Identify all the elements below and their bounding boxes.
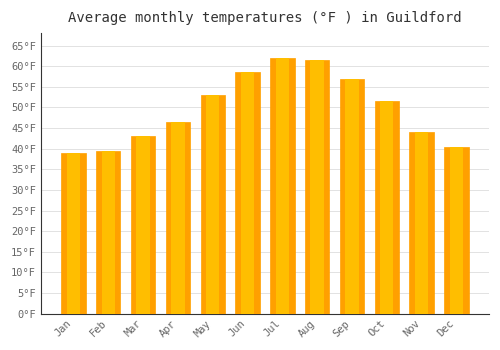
Bar (410, 132, 434, 314)
Bar (206, 95, 220, 314)
Bar (310, 60, 324, 314)
Bar (96, 151, 120, 314)
Bar (62, 153, 86, 314)
Bar (131, 136, 156, 314)
Bar (374, 101, 399, 314)
Bar (345, 79, 358, 314)
Bar (236, 72, 260, 314)
Bar (171, 122, 184, 314)
Bar (450, 147, 463, 314)
Bar (380, 101, 394, 314)
Bar (270, 58, 294, 314)
Bar (276, 58, 289, 314)
Bar (166, 122, 190, 314)
Title: Average monthly temperatures (°F ) in Guildford: Average monthly temperatures (°F ) in Gu… (68, 11, 462, 25)
Bar (200, 95, 225, 314)
Bar (444, 147, 468, 314)
Bar (340, 79, 364, 314)
Bar (305, 60, 330, 314)
Bar (136, 136, 150, 314)
Bar (241, 72, 254, 314)
Bar (102, 151, 115, 314)
Bar (415, 132, 428, 314)
Bar (67, 153, 80, 314)
